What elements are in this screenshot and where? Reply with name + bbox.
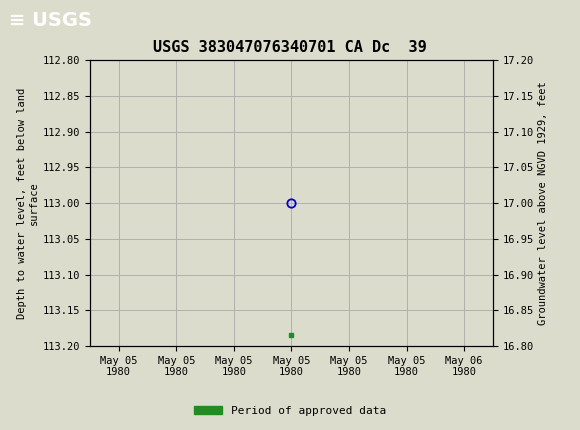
Text: USGS 383047076340701 CA Dc  39: USGS 383047076340701 CA Dc 39 bbox=[153, 40, 427, 55]
Y-axis label: Groundwater level above NGVD 1929, feet: Groundwater level above NGVD 1929, feet bbox=[538, 81, 548, 325]
Y-axis label: Depth to water level, feet below land
surface: Depth to water level, feet below land su… bbox=[17, 88, 38, 319]
Text: ≡ USGS: ≡ USGS bbox=[9, 11, 92, 30]
Legend: Period of approved data: Period of approved data bbox=[190, 401, 390, 420]
